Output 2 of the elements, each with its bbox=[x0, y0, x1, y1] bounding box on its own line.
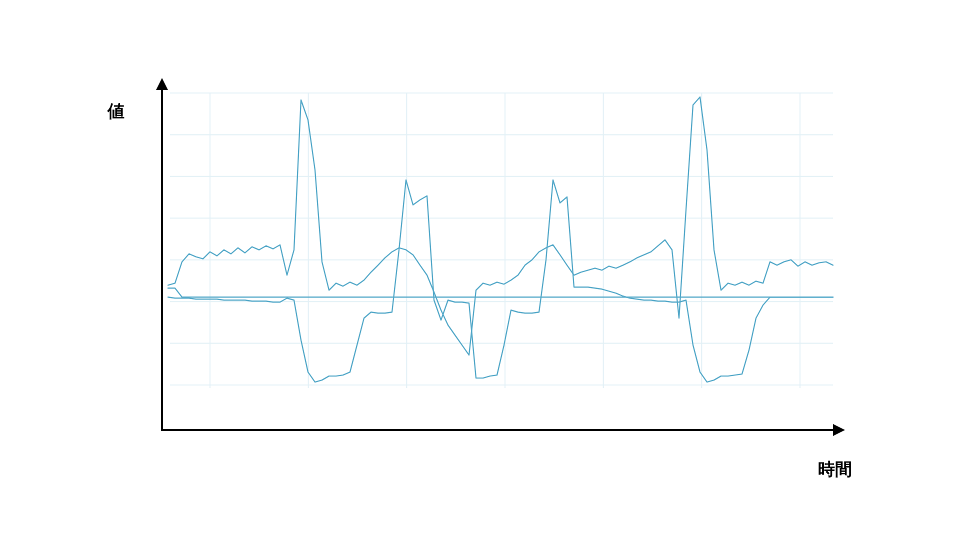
y-axis-title: 値 bbox=[106, 102, 124, 122]
x-axis-title: 時間 bbox=[818, 460, 852, 480]
